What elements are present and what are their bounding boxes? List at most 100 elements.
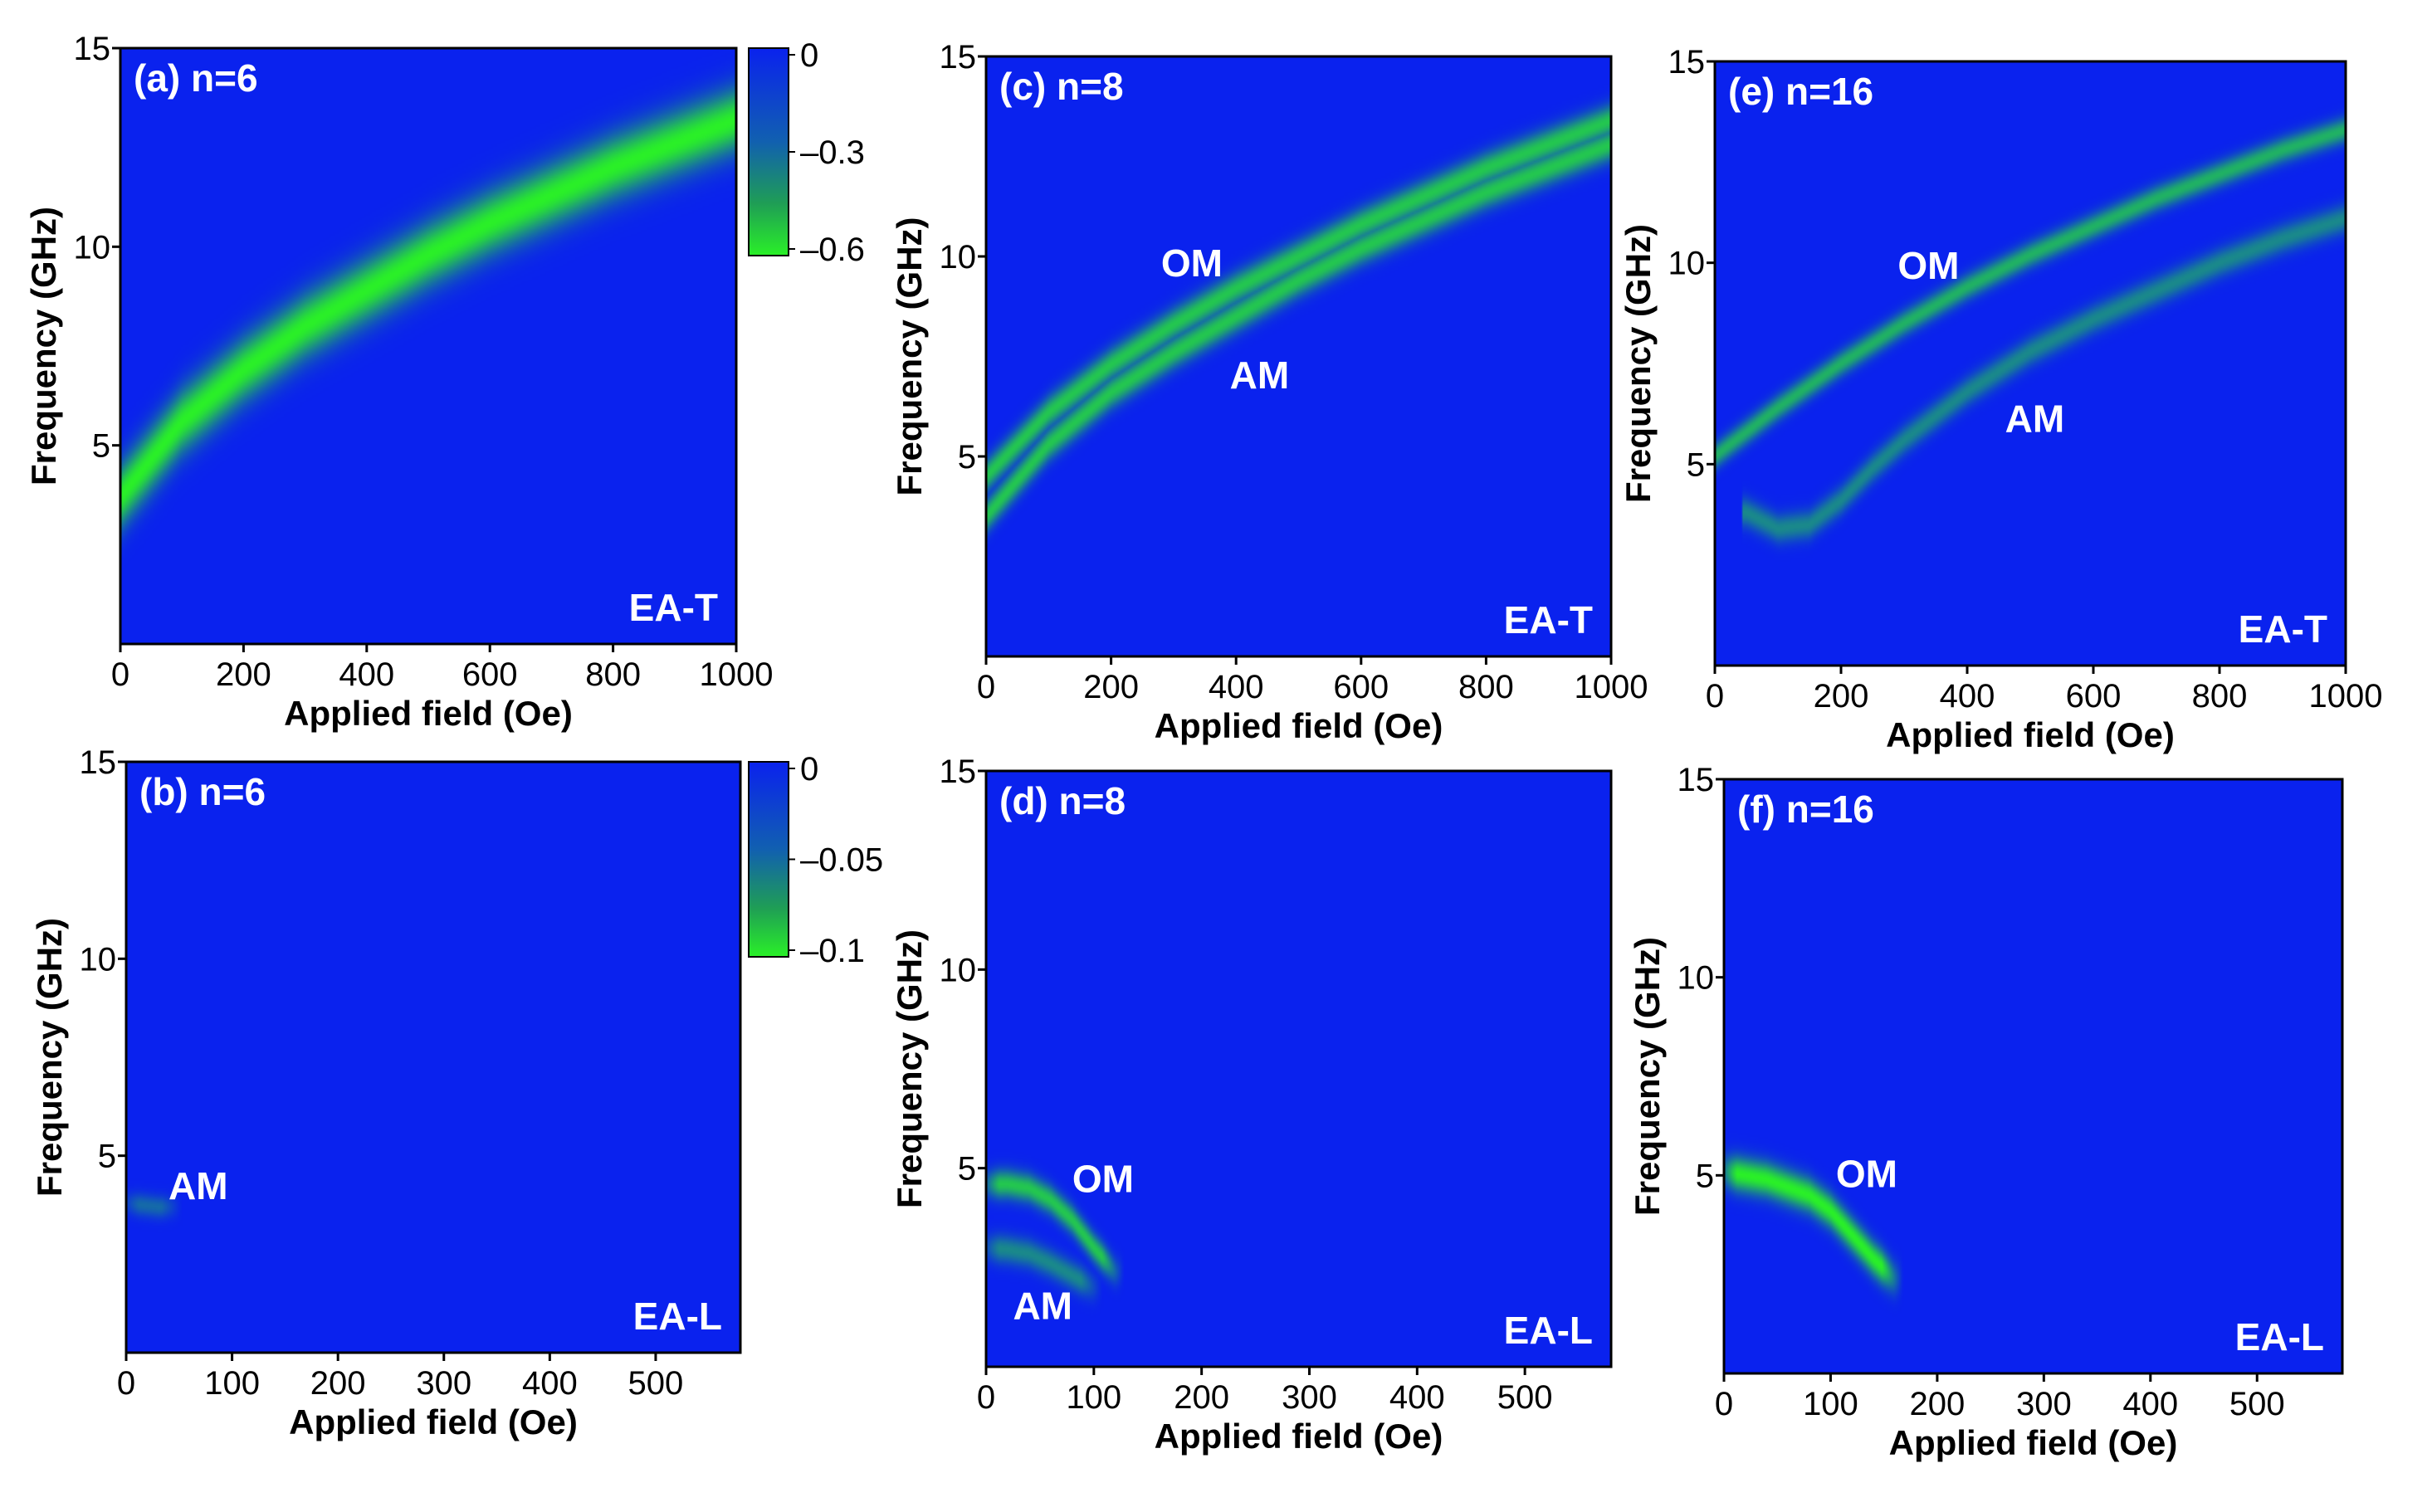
heatmap-a xyxy=(120,48,736,644)
x-tick-label: 0 xyxy=(977,669,995,705)
heatmap-c xyxy=(986,56,1611,656)
mode-annotation-am: AM xyxy=(1013,1285,1072,1328)
plot-frame xyxy=(125,760,742,1354)
y-tick-label: 15 xyxy=(1668,44,1706,80)
x-tick-label: 0 xyxy=(117,1365,135,1402)
plot-frame xyxy=(984,769,1613,1368)
plot-frame xyxy=(1713,60,2347,667)
x-tick-label: 200 xyxy=(1814,678,1869,715)
panel-e: 0 200 400 600 800 1000 5 10 15 Applied field (Oe)… xyxy=(1619,44,2382,754)
heatmap-e xyxy=(1715,61,2346,666)
colorbar-tick-label: –0.05 xyxy=(800,842,883,879)
x-tick-label: 300 xyxy=(416,1365,471,1402)
x-tick-label: 400 xyxy=(1389,1379,1445,1416)
mode-annotation-am: AM xyxy=(2005,398,2065,441)
y-axis-label: Frequency (GHz) xyxy=(1619,224,1658,503)
colorbar-tick-label: 0 xyxy=(800,37,818,74)
colorbar-tick-label: –0.6 xyxy=(800,232,865,268)
colorbar: 0 –0.3 –0.6 xyxy=(748,37,865,268)
x-tick-label: 800 xyxy=(1458,669,1514,705)
y-tick-label: 5 xyxy=(958,439,976,476)
x-axis-label: Applied field (Oe) xyxy=(1886,715,2175,754)
x-axis-label: Applied field (Oe) xyxy=(1889,1423,2178,1462)
x-tick-label: 300 xyxy=(1282,1379,1337,1416)
x-tick-label: 200 xyxy=(310,1365,366,1402)
x-tick-label: 100 xyxy=(1803,1386,1858,1422)
panel-c: 0 200 400 600 800 1000 5 10 15 Applied field (Oe)… xyxy=(890,39,1648,745)
y-tick-label: 5 xyxy=(1696,1158,1714,1194)
y-tick-label: 5 xyxy=(1687,446,1705,483)
x-tick-label: 1000 xyxy=(1575,669,1648,705)
x-tick-label: 200 xyxy=(1174,1379,1229,1416)
x-axis-label: Applied field (Oe) xyxy=(284,694,573,733)
x-tick-label: 200 xyxy=(1910,1386,1966,1422)
x-tick-label: 400 xyxy=(1209,669,1264,705)
x-tick-label: 400 xyxy=(522,1365,578,1402)
x-tick-label: 800 xyxy=(585,656,641,693)
y-axis-label: Frequency (GHz) xyxy=(30,918,69,1197)
mode-annotation-am: AM xyxy=(1230,354,1290,397)
y-tick-label: 5 xyxy=(92,428,110,465)
x-tick-label: 600 xyxy=(462,656,518,693)
x-tick-label: 0 xyxy=(111,656,129,693)
x-axis-label: Applied field (Oe) xyxy=(1155,1417,1443,1456)
y-tick-label: 15 xyxy=(940,39,977,76)
plot-frame xyxy=(984,55,1613,658)
corner-label: EA-L xyxy=(633,1295,722,1338)
y-tick-label: 15 xyxy=(940,754,977,790)
plot-frame xyxy=(1722,778,2344,1375)
colorbar-tick-label: 0 xyxy=(800,751,818,788)
x-axis-label: Applied field (Oe) xyxy=(1155,706,1443,745)
y-tick-label: 15 xyxy=(74,31,111,67)
panel-title: (a) n=6 xyxy=(134,56,258,100)
corner-label: EA-T xyxy=(2239,607,2327,651)
y-tick-label: 10 xyxy=(1668,246,1706,282)
x-tick-label: 600 xyxy=(1333,669,1389,705)
mode-annotation-om: OM xyxy=(1161,241,1223,285)
panel-d: 0 100 200 300 400 500 5 10 15 Applied field (Oe) F… xyxy=(890,754,1613,1456)
x-tick-label: 0 xyxy=(1715,1386,1733,1422)
panel-title: (c) n=8 xyxy=(999,65,1124,108)
x-tick-label: 500 xyxy=(1497,1379,1553,1416)
x-tick-label: 500 xyxy=(2229,1386,2285,1422)
panel-f: 0 100 200 300 400 500 5 10 15 Applied field (Oe) F… xyxy=(1628,762,2344,1462)
heatmap-f xyxy=(1724,779,2342,1373)
colorbar-gradient xyxy=(748,47,789,256)
x-tick-label: 300 xyxy=(2016,1386,2072,1422)
x-tick-label: 0 xyxy=(977,1379,995,1416)
y-tick-label: 10 xyxy=(80,941,117,978)
corner-label: EA-T xyxy=(1504,598,1593,641)
mode-annotation-om: OM xyxy=(1897,244,1959,287)
y-axis-label: Frequency (GHz) xyxy=(890,217,929,495)
x-tick-label: 0 xyxy=(1706,678,1724,715)
x-tick-label: 1000 xyxy=(2309,678,2383,715)
y-tick-label: 10 xyxy=(1677,960,1715,997)
heatmap-d xyxy=(986,771,1611,1367)
y-tick-label: 10 xyxy=(940,952,977,988)
panel-title: (d) n=8 xyxy=(999,779,1126,822)
x-tick-label: 400 xyxy=(1940,678,1995,715)
y-tick-label: 10 xyxy=(74,229,111,266)
y-axis-label: Frequency (GHz) xyxy=(1628,937,1667,1216)
x-tick-label: 600 xyxy=(2066,678,2122,715)
corner-label: EA-L xyxy=(1504,1309,1593,1352)
y-tick-label: 5 xyxy=(98,1139,116,1175)
corner-label: EA-L xyxy=(2235,1315,2324,1358)
y-tick-label: 15 xyxy=(1677,762,1715,798)
panel-title: (f) n=16 xyxy=(1737,788,1874,831)
corner-label: EA-T xyxy=(629,586,718,629)
x-tick-label: 100 xyxy=(1066,1379,1121,1416)
mode-annotation-om: OM xyxy=(1836,1153,1897,1196)
x-tick-label: 500 xyxy=(628,1365,684,1402)
x-tick-label: 100 xyxy=(204,1365,260,1402)
y-axis-label: Frequency (GHz) xyxy=(24,207,63,485)
plot-frame xyxy=(119,46,738,646)
colorbar-tick-label: –0.1 xyxy=(800,933,865,969)
x-tick-label: 200 xyxy=(1083,669,1139,705)
colorbar-tick-label: –0.3 xyxy=(800,134,865,171)
panel-title: (e) n=16 xyxy=(1728,70,1873,113)
colorbar: 0 –0.05 –0.1 xyxy=(748,751,883,969)
panel-a: 0 200 400 600 800 1000 5 10 15 Applied field (Oe)… xyxy=(24,31,865,733)
mode-annotation-am: AM xyxy=(168,1164,228,1207)
